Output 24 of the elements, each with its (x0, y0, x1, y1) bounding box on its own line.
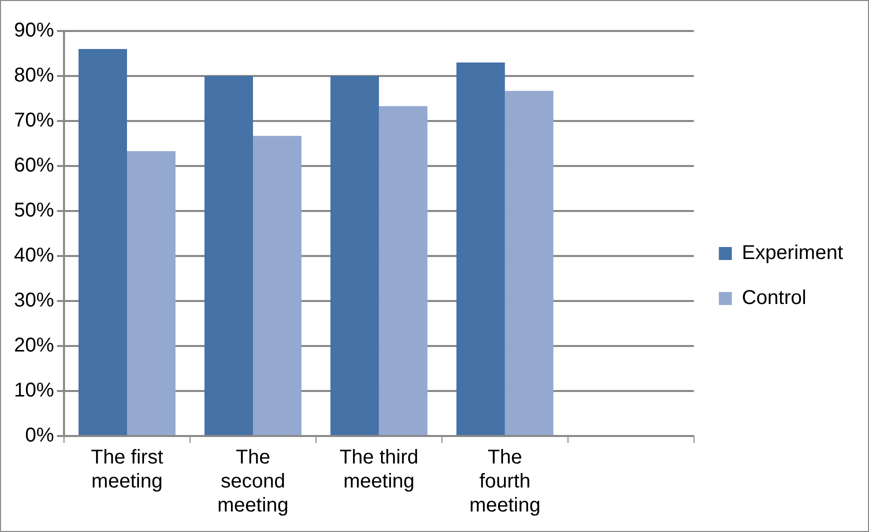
x-tick-label: The first meeting (90, 446, 164, 493)
x-tick-label: The second meeting (217, 446, 289, 517)
bar (504, 90, 554, 435)
y-tick-label: 90% (14, 20, 54, 42)
legend-label: Experiment (742, 242, 844, 264)
y-tick-label: 20% (14, 334, 54, 357)
bar (78, 49, 128, 435)
legend-label: Control (742, 287, 806, 310)
y-tick-label: 30% (14, 290, 54, 312)
bar (378, 106, 428, 435)
bar (127, 151, 176, 435)
bar (204, 76, 253, 435)
y-tick-label: 40% (14, 244, 54, 267)
bar (252, 136, 302, 435)
y-tick-label: 80% (14, 64, 54, 87)
x-tick-label: The fourth meeting (469, 446, 540, 517)
y-tick-label: 0% (25, 424, 54, 447)
y-tick-label: 70% (14, 110, 54, 132)
bar (330, 76, 379, 435)
bar (456, 62, 505, 435)
x-tick-label: The third meeting (339, 446, 418, 493)
y-tick-label: 10% (14, 380, 54, 402)
y-tick-label: 60% (14, 154, 54, 177)
y-tick-label: 50% (14, 200, 54, 222)
